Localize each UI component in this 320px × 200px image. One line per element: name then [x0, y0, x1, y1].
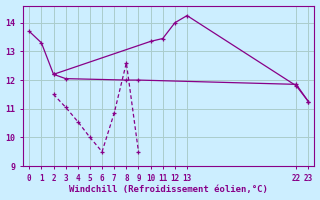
X-axis label: Windchill (Refroidissement éolien,°C): Windchill (Refroidissement éolien,°C) — [69, 185, 268, 194]
